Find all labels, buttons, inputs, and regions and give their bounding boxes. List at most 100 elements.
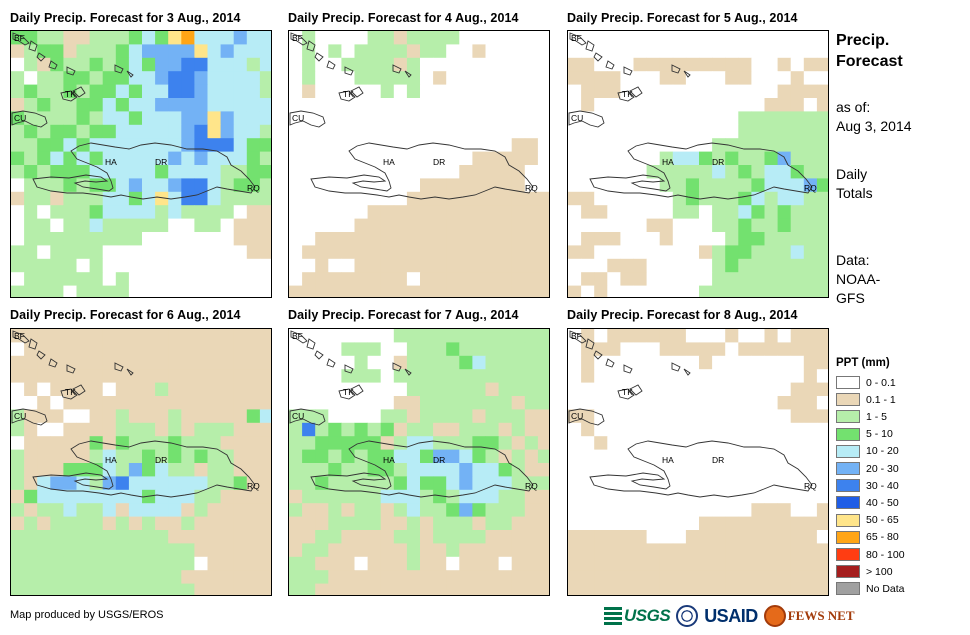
- precip-cell: [699, 530, 713, 544]
- precip-cell: [155, 232, 169, 246]
- precip-cell: [207, 516, 221, 531]
- precip-cell: [37, 44, 51, 59]
- precip-cell: [367, 285, 382, 297]
- precip-cell: [511, 111, 526, 126]
- precip-cell: [102, 285, 117, 297]
- precip-cell: [607, 124, 621, 139]
- precip-cell: [524, 151, 539, 166]
- precip-cell: [790, 543, 805, 558]
- precip-cell: [537, 355, 549, 370]
- precip-cell: [646, 57, 661, 72]
- precip-cell: [328, 489, 342, 504]
- precip-cell: [498, 84, 513, 99]
- precip-cell: [289, 218, 303, 233]
- precip-cell: [341, 556, 355, 571]
- precip-cell: [472, 489, 486, 504]
- precip-cell: [89, 285, 104, 297]
- precip-cell: [738, 71, 752, 85]
- precip-cell: [11, 98, 25, 112]
- precip-cell: [207, 342, 221, 357]
- precip-cell: [246, 382, 261, 397]
- precip-cell: [459, 556, 473, 571]
- precip-cell: [498, 191, 513, 206]
- precip-cell: [524, 258, 539, 273]
- precip-cell: [537, 57, 549, 72]
- precip-cell: [207, 218, 221, 233]
- precip-cell: [315, 476, 329, 491]
- precip-cell: [367, 409, 382, 424]
- legend-item: 0 - 0.1: [836, 376, 896, 389]
- precip-cell: [581, 570, 595, 584]
- precip-cell: [498, 272, 513, 286]
- precip-cell: [685, 396, 700, 410]
- precip-cell: [128, 436, 143, 450]
- precip-cell: [181, 44, 195, 59]
- precip-cell: [315, 218, 329, 233]
- precip-cell: [607, 329, 621, 343]
- legend-item: 40 - 50: [836, 496, 899, 510]
- precip-cell: [699, 178, 713, 193]
- precip-cell: [712, 232, 726, 246]
- precip-cell: [115, 516, 130, 531]
- precip-cell: [699, 436, 713, 450]
- precip-cell: [646, 272, 661, 286]
- precip-cell: [725, 369, 739, 383]
- precip-cell: [816, 583, 828, 595]
- precip-cell: [420, 556, 434, 571]
- precip-cell: [433, 409, 447, 424]
- precip-cell: [328, 44, 342, 59]
- precip-cell: [115, 543, 130, 558]
- precip-cell: [459, 449, 473, 464]
- precip-cell: [803, 151, 818, 166]
- precip-cell: [485, 258, 499, 273]
- precip-cell: [685, 111, 700, 126]
- precip-cell: [699, 44, 713, 59]
- precip-cell: [738, 409, 752, 424]
- coastline-outline: [350, 86, 364, 98]
- precip-cell: [76, 57, 90, 72]
- precip-cell: [220, 191, 235, 206]
- precip-cell: [738, 111, 752, 126]
- precip-cell: [594, 396, 608, 410]
- precip-cell: [220, 31, 235, 45]
- precip-cell: [259, 556, 271, 571]
- precip-cell: [446, 178, 460, 193]
- precip-cell: [115, 570, 130, 584]
- precip-cell: [672, 44, 687, 59]
- precip-cell: [672, 476, 687, 491]
- precip-cell: [581, 138, 595, 152]
- precip-cell: [406, 31, 421, 45]
- precip-cell: [233, 409, 248, 424]
- place-label-dr: DR: [433, 455, 445, 465]
- precip-cell: [751, 476, 765, 491]
- precip-cell: [738, 285, 752, 297]
- precip-cell: [128, 98, 143, 112]
- precip-cell: [142, 71, 156, 85]
- precip-cell: [420, 285, 434, 297]
- precip-cell: [524, 355, 539, 370]
- precip-cell: [259, 489, 271, 504]
- precip-cell: [524, 191, 539, 206]
- precip-cell: [289, 369, 303, 383]
- precip-cell: [790, 218, 805, 233]
- precip-cell: [233, 382, 248, 397]
- precip-cell: [672, 382, 687, 397]
- precip-cell: [50, 205, 64, 219]
- precip-cell: [685, 543, 700, 558]
- precip-cell: [246, 409, 261, 424]
- precip-cell: [194, 396, 208, 410]
- precip-cell: [751, 583, 765, 595]
- precip-cell: [367, 138, 382, 152]
- precip-cell: [524, 232, 539, 246]
- precip-cell: [524, 205, 539, 219]
- precip-cell: [537, 463, 549, 477]
- precip-cell: [328, 138, 342, 152]
- precip-cell: [11, 489, 25, 504]
- precip-cell: [194, 285, 208, 297]
- place-label-ha: HA: [662, 455, 674, 465]
- precip-cell: [725, 476, 739, 491]
- precip-cell: [764, 583, 778, 595]
- precip-cell: [459, 583, 473, 595]
- precip-cell: [367, 556, 382, 571]
- precip-cell: [725, 205, 739, 219]
